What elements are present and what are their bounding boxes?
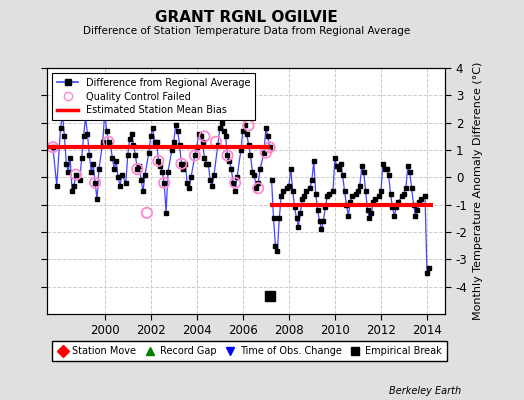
Point (244, 122, 253, 128)
Legend: Difference from Regional Average, Quality Control Failed, Estimated Station Mean: Difference from Regional Average, Qualit… (52, 73, 255, 120)
Y-axis label: Monthly Temperature Anomaly Difference (°C): Monthly Temperature Anomaly Difference (… (473, 62, 483, 320)
Point (160, 180, 168, 186)
Point (200, 133, 209, 140)
Point (177, 160, 185, 167)
Text: Berkeley Earth: Berkeley Earth (389, 386, 461, 396)
Text: Difference of Station Temperature Data from Regional Average: Difference of Station Temperature Data f… (83, 26, 410, 36)
Point (58, 111, 67, 118)
Point (231, 180, 239, 186)
Text: GRANT RGNL OGILVIE: GRANT RGNL OGILVIE (155, 10, 337, 25)
Point (223, 152, 232, 159)
Point (72, 171, 80, 178)
Point (266, 144, 274, 150)
Point (254, 185, 263, 192)
Point (212, 138, 220, 145)
Legend: Station Move, Record Gap, Time of Obs. Change, Empirical Break: Station Move, Record Gap, Time of Obs. C… (52, 342, 446, 361)
Point (91, 180, 100, 186)
Point (143, 210, 151, 216)
Point (104, 138, 113, 145)
Point (191, 152, 199, 159)
Point (49, 144, 57, 150)
Point (261, 150, 270, 156)
Point (154, 158, 162, 164)
Point (133, 166, 141, 172)
